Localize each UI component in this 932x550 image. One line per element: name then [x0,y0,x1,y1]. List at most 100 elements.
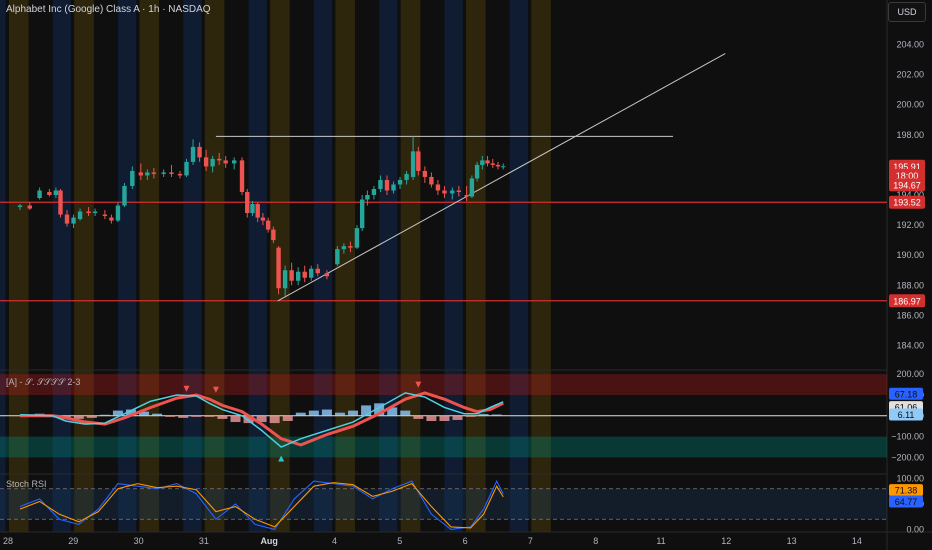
candle-body [348,246,353,248]
candle-body [115,205,121,221]
candle-body [501,166,506,168]
oversold-zone [0,436,887,458]
session-band [509,0,529,532]
stoch-axis-tick: 100.00 [896,474,924,484]
price-axis-tick: 192.00 [896,220,924,230]
price-axis-tick: 200.00 [896,100,924,110]
time-axis-tick: 4 [332,536,337,546]
candle-body [384,179,390,191]
price-axis-tick: 188.00 [896,280,924,290]
candle-body [145,172,150,176]
time-axis-tick: 6 [463,536,468,546]
macd-histogram-bar [112,410,123,416]
price-tag [889,195,925,209]
time-axis-tick: Aug [260,536,278,546]
candle-body [335,249,340,265]
macd-histogram-bar [295,412,306,416]
candle-body [474,164,480,179]
session-band [8,0,29,532]
candle-body [102,214,108,217]
candle-body [151,172,157,174]
candle-body [47,191,52,195]
candle-body [309,268,314,278]
price-axis-tick: 204.00 [896,40,924,50]
stoch-value-tag [889,495,923,508]
session-band [139,0,160,532]
macd-indicator-label[interactable]: [A] - 𝒮. 𝒮𝒮𝒮𝒮 2-3 [6,377,81,387]
price-axis-tick: 202.00 [896,70,924,80]
candle-body [295,271,301,281]
candle-body [161,172,166,174]
stoch-rsi-indicator-label[interactable]: Stoch RSI [6,479,47,489]
stoch-line-D [19,482,504,529]
price-tag-label: 193.52 [893,198,921,208]
price-tag-label: 186.97 [893,296,921,306]
candle-body [289,270,294,281]
macd-histogram-bar [426,415,437,421]
candle-body [250,204,255,214]
candle-body [397,179,403,185]
candle-body [324,273,330,277]
candle-body [341,246,347,250]
candle-body [480,160,485,165]
macd-histogram-bar [86,415,97,418]
macd-histogram-bar [465,415,476,417]
macd-histogram-bar [361,405,372,416]
candle-body [282,270,288,289]
price-axis-tick: 194.00 [896,190,924,200]
macd-histogram-bar [308,410,319,416]
candle-body [276,247,281,289]
macd-histogram-bar [256,415,267,423]
macd-histogram-bar [348,410,359,416]
stoch-axis-tick: 0.00 [906,524,924,534]
session-band [52,0,71,532]
time-axis-tick: 5 [397,536,402,546]
candle-body [64,214,70,224]
session-band [0,0,6,532]
macd-value-tag-label: 67.18 [895,389,918,399]
candle-body [190,146,196,162]
stoch-value-tag-label: 64.77 [895,497,918,507]
macd-histogram-bar [217,415,228,419]
time-axis-tick: 11 [656,536,665,546]
price-tag-label: 195.91 [893,162,921,172]
candle-body [315,268,320,274]
macd-histogram-bar [152,413,163,416]
macd-histogram-bar [139,411,150,416]
candle-body [177,173,183,176]
session-band [465,0,486,532]
macd-line-signal [20,391,504,447]
price-axis-tick: 198.00 [896,130,924,140]
session-band [117,0,137,532]
candle-body [17,205,23,208]
macd-histogram-bar [400,410,411,416]
candle-body [359,199,365,229]
candle-body [354,228,360,248]
candle-body [260,217,266,221]
macd-value-tag-label: 61.06 [895,403,918,413]
overbought-zone [0,374,887,395]
candle-body [223,160,228,164]
candle-body [485,160,490,164]
stoch-band [0,488,887,520]
candle-body [71,217,76,224]
macd-line-main [19,392,504,448]
time-axis-tick: 28 [3,536,13,546]
candle-body [216,158,222,161]
macd-value-tag [889,408,923,421]
candle-body [490,163,495,165]
currency-selector[interactable]: USD [888,2,926,22]
macd-histogram-bar [243,415,254,424]
session-band [531,0,551,532]
chart-title: Alphabet Inc (Google) Class A · 1h · NAS… [6,4,211,15]
price-tag [889,178,925,192]
time-axis-tick: 29 [68,536,78,546]
stoch-value-tag-label: 71.38 [895,486,918,496]
time-axis-tick: 14 [852,536,862,546]
ascending-trendline [277,53,726,302]
macd-histogram-bar [204,415,215,417]
candle-body [169,172,174,174]
session-band [313,0,333,532]
macd-histogram-bar [73,415,84,419]
